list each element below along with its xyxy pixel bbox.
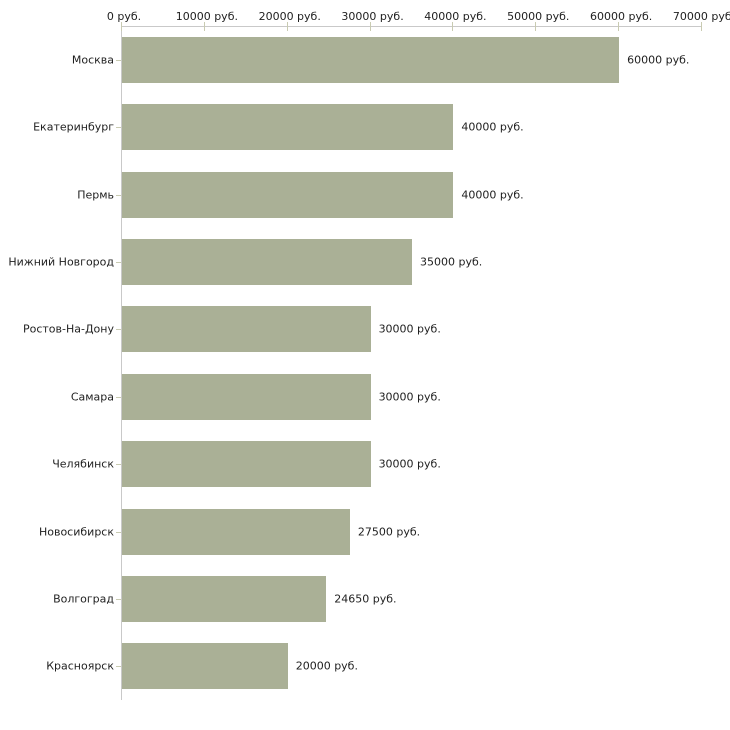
y-axis-tick — [116, 194, 121, 196]
y-axis-tick — [116, 666, 121, 668]
value-label: 30000 руб. — [378, 322, 441, 336]
bar — [122, 306, 371, 353]
x-axis-tick-label: 20000 руб. — [258, 10, 321, 23]
value-label: 35000 руб. — [420, 255, 483, 269]
y-axis-tick — [116, 531, 121, 533]
x-axis-tick-label: 30000 руб. — [341, 10, 404, 23]
x-axis-tick-label: 10000 руб. — [175, 10, 238, 23]
category-label: Красноярск — [46, 659, 114, 673]
value-label: 27500 руб. — [357, 525, 421, 538]
x-axis-tick — [535, 22, 537, 31]
y-axis-tick — [116, 127, 121, 129]
category-label: Новосибирск — [38, 525, 114, 538]
x-axis-tick — [701, 22, 702, 31]
x-axis-line — [121, 26, 701, 27]
x-axis-tick — [618, 22, 620, 31]
bar — [122, 575, 327, 622]
x-axis-tick-label: 60000 руб. — [590, 10, 653, 23]
bar — [122, 238, 412, 285]
x-axis-tick — [452, 22, 454, 31]
category-label: Самара — [70, 390, 114, 404]
category-label: Пермь — [77, 188, 114, 201]
value-label: 40000 руб. — [461, 120, 524, 134]
category-label: Ростов-На-Дону — [22, 322, 114, 336]
x-axis-tick — [203, 22, 205, 31]
y-axis-tick — [116, 598, 121, 600]
y-axis-tick — [116, 329, 121, 331]
y-axis-tick — [116, 464, 121, 466]
value-label: 20000 руб. — [295, 659, 358, 673]
bar — [122, 104, 454, 151]
category-label: Москва — [71, 53, 114, 67]
bar — [122, 373, 371, 420]
y-axis-tick — [116, 261, 121, 263]
bar — [122, 643, 288, 690]
value-label: 24650 руб. — [334, 592, 397, 606]
y-axis-line — [121, 26, 122, 700]
y-axis-tick — [116, 396, 121, 398]
category-label: Нижний Новгород — [8, 255, 114, 269]
x-axis-tick — [369, 22, 371, 31]
value-label: 40000 руб. — [461, 188, 524, 201]
x-axis-tick-label: 50000 руб. — [507, 10, 570, 23]
bar — [122, 441, 371, 488]
value-label: 30000 руб. — [378, 457, 441, 471]
value-label: 60000 руб. — [627, 53, 690, 67]
x-axis-tick-label: 40000 руб. — [424, 10, 487, 23]
x-axis-tick — [121, 22, 122, 31]
category-label: Челябинск — [52, 457, 114, 471]
y-axis-tick — [116, 59, 121, 61]
x-axis-tick-label: 0 руб. — [106, 10, 142, 23]
value-label: 30000 руб. — [378, 390, 441, 404]
category-label: Екатеринбург — [33, 120, 114, 134]
x-axis-tick — [286, 22, 288, 31]
category-label: Волгоград — [53, 592, 114, 606]
bar — [122, 36, 620, 83]
bar — [122, 508, 350, 555]
bar — [122, 171, 454, 218]
x-axis-tick-label: 70000 руб. — [672, 10, 730, 23]
